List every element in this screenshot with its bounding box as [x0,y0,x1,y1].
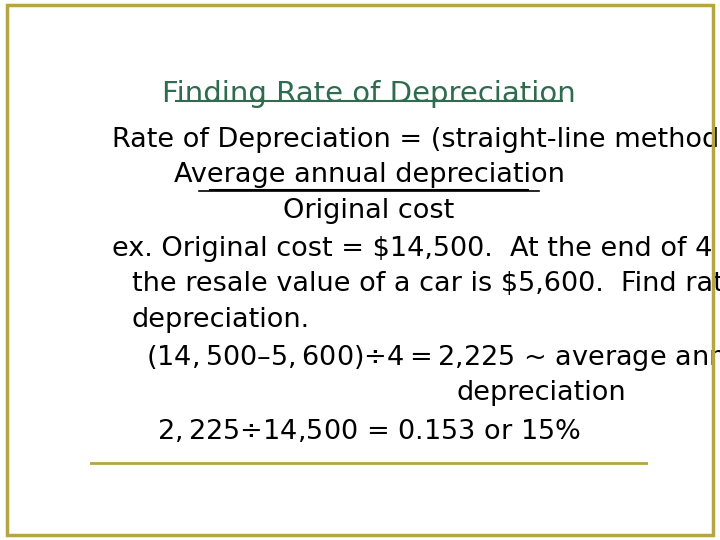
Text: Finding Rate of Depreciation: Finding Rate of Depreciation [162,80,576,108]
Text: $2,225 ÷ $14,500 = 0.153 or 15%: $2,225 ÷ $14,500 = 0.153 or 15% [157,418,581,445]
Text: ($14,500 – 5,600) ÷ 4 = $2,225 ~ average annual: ($14,500 – 5,600) ÷ 4 = $2,225 ~ average… [145,342,720,373]
Text: Original cost: Original cost [284,198,454,224]
Text: the resale value of a car is $5,600.  Find rate of: the resale value of a car is $5,600. Fin… [132,271,720,298]
Text: Rate of Depreciation = (straight-line method): Rate of Depreciation = (straight-line me… [112,127,720,153]
Text: depreciation.: depreciation. [132,307,310,333]
Text: Average annual depreciation: Average annual depreciation [174,162,564,188]
Text: depreciation: depreciation [456,380,626,406]
Text: ex. Original cost = $14,500.  At the end of 4 years,: ex. Original cost = $14,500. At the end … [112,235,720,261]
